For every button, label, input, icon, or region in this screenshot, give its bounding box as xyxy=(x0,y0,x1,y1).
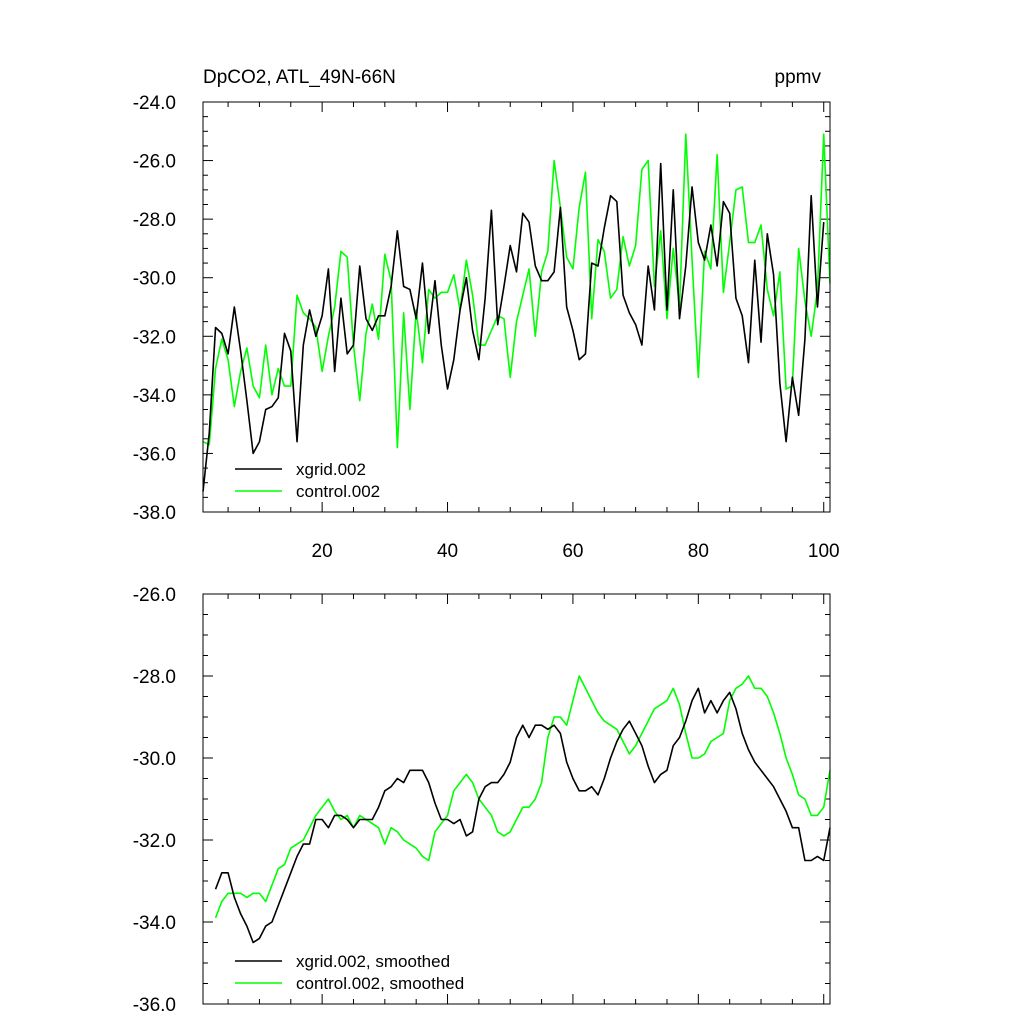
plot-frame xyxy=(202,101,831,513)
y-tick-label: -32.0 xyxy=(133,327,176,348)
series-lines xyxy=(214,675,831,944)
y-tick-label: -24.0 xyxy=(133,93,176,114)
x-tick-label: 80 xyxy=(688,541,709,562)
tick-marks xyxy=(203,593,830,1005)
y-tick-label: -26.0 xyxy=(133,152,176,173)
legend-label: xgrid.002, smoothed xyxy=(296,952,450,971)
series-line xyxy=(214,687,831,944)
series-line xyxy=(214,675,831,919)
legend: xgrid.002, smoothed control.002, smoothed xyxy=(235,952,464,993)
y-tick-label: -30.0 xyxy=(133,269,176,290)
x-tick-label: 100 xyxy=(808,541,840,562)
y-tick-label: -34.0 xyxy=(133,386,176,407)
y-tick-label: -36.0 xyxy=(133,444,176,465)
tick-marks xyxy=(203,101,830,513)
x-tick-label: 40 xyxy=(437,541,458,562)
y-tick-label: -26.0 xyxy=(133,585,176,606)
series-lines xyxy=(202,133,831,492)
y-tick-label: -34.0 xyxy=(133,913,176,934)
tick-labels: -36.0 -34.0 -32.0 -30.0 -28.0 -26.0 xyxy=(133,585,176,1016)
series-line xyxy=(202,133,831,449)
legend: xgrid.002 control.002 xyxy=(235,460,380,501)
y-tick-label: -28.0 xyxy=(133,667,176,688)
y-tick-label: -36.0 xyxy=(133,995,176,1016)
plot-frame xyxy=(202,593,831,1005)
y-tick-label: -38.0 xyxy=(133,503,176,524)
units-label: ppmv xyxy=(775,67,822,88)
legend-label: control.002, smoothed xyxy=(296,974,464,993)
chart-title: DpCO2, ATL_49N-66N xyxy=(203,67,396,88)
x-tick-label: 60 xyxy=(562,541,583,562)
tick-labels: -38.0 -36.0 -34.0 -32.0 -30.0 -28.0 -26.0 -24.0… xyxy=(133,93,840,562)
x-tick-label: 20 xyxy=(312,541,333,562)
legend-label: control.002 xyxy=(296,482,380,501)
series-line xyxy=(202,162,825,492)
panel-smoothed: -36.0 -34.0 -32.0 -30.0 -28.0 -26.0 xgrid.002… xyxy=(133,585,831,1016)
y-tick-label: -32.0 xyxy=(133,831,176,852)
y-tick-label: -28.0 xyxy=(133,210,176,231)
legend-label: xgrid.002 xyxy=(296,460,366,479)
panel-raw: DpCO2, ATL_49N-66N ppmv -38.0-36.0-34.0-… xyxy=(133,67,840,562)
y-tick-label: -30.0 xyxy=(133,749,176,770)
